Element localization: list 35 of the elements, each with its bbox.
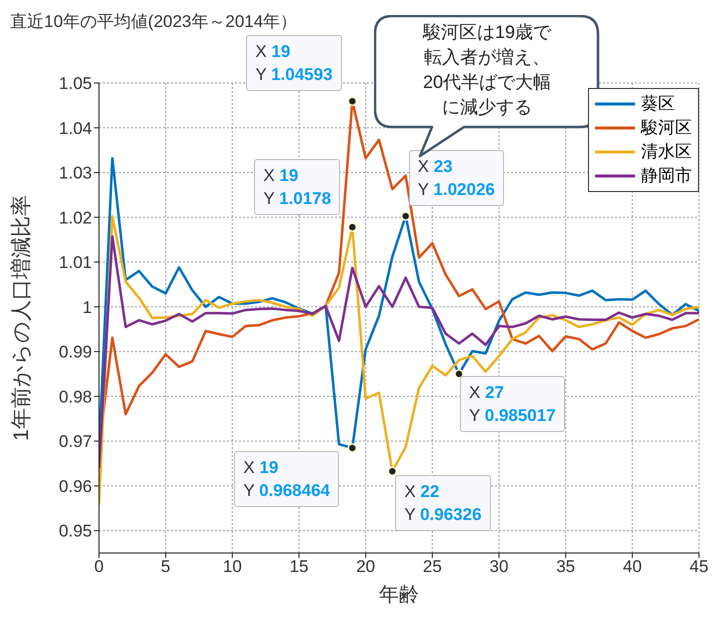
x-tick-label: 35 (556, 557, 576, 576)
y-tick-label: 0.99 (58, 342, 92, 362)
annotation: X 22 Y 0.96326 (404, 482, 482, 524)
annotation: X 19 Y 1.0178 (263, 166, 332, 208)
y-tick-label: 1.04 (58, 118, 92, 138)
chart-title: 直近10年の平均値(2023年～2014年） (10, 11, 298, 33)
annotation: X 19 Y 0.968464 (243, 458, 330, 500)
x-tick-label: 20 (356, 557, 376, 576)
legend-label: 駿河区 (641, 117, 692, 139)
y-tick-label: 1.02 (58, 208, 92, 228)
annotation: X 23 Y 1.02026 (418, 157, 495, 200)
annotation: 駿河区は19歳で転入者が増え、20代半ばで大幅に減少する (422, 21, 552, 119)
x-tick-label: 25 (422, 557, 442, 576)
y-axis-title: 1年前からの人口増減比率 (9, 194, 34, 443)
annotation: X 19 Y 1.04593 (255, 42, 333, 84)
legend-label: 清水区 (641, 141, 692, 163)
x-tick-label: 30 (490, 557, 508, 576)
y-tick-label: 1.05 (58, 74, 92, 94)
x-tick-label: 0 (94, 557, 104, 576)
x-tick-label: 10 (222, 557, 242, 576)
x-tick-label: 40 (622, 557, 642, 576)
x-axis-title: 年齢 (378, 583, 420, 608)
legend-label: 静岡市 (641, 165, 692, 187)
y-tick-label: 0.96 (58, 476, 92, 496)
y-tick-label: 0.98 (58, 387, 92, 406)
y-tick-label: 1.03 (58, 164, 92, 183)
y-tick-label: 1 (82, 298, 92, 317)
annotation: X 27 Y 0.985017 (469, 382, 556, 425)
y-tick-label: 0.95 (58, 522, 92, 541)
y-tick-label: 1.01 (58, 253, 92, 272)
x-tick-label: 15 (290, 557, 308, 576)
y-tick-label: 0.97 (58, 432, 92, 452)
x-tick-label: 45 (690, 557, 708, 576)
x-tick-label: 5 (160, 557, 170, 576)
legend-label: 葵区 (641, 93, 675, 115)
